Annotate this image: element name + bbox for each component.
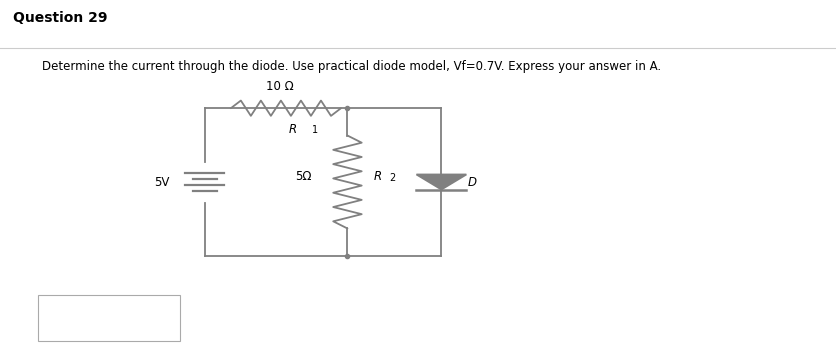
Polygon shape	[416, 175, 466, 190]
Text: 10 Ω: 10 Ω	[266, 80, 293, 93]
Text: R: R	[288, 123, 297, 136]
Text: 1: 1	[312, 125, 319, 135]
Text: 2: 2	[390, 173, 395, 183]
Text: R: R	[374, 170, 381, 183]
Text: D: D	[467, 175, 477, 189]
Text: Question 29: Question 29	[13, 11, 107, 24]
Text: 5Ω: 5Ω	[295, 170, 312, 183]
Text: Determine the current through the diode. Use practical diode model, Vf=0.7V. Exp: Determine the current through the diode.…	[42, 60, 661, 73]
Text: 5V: 5V	[154, 175, 169, 189]
